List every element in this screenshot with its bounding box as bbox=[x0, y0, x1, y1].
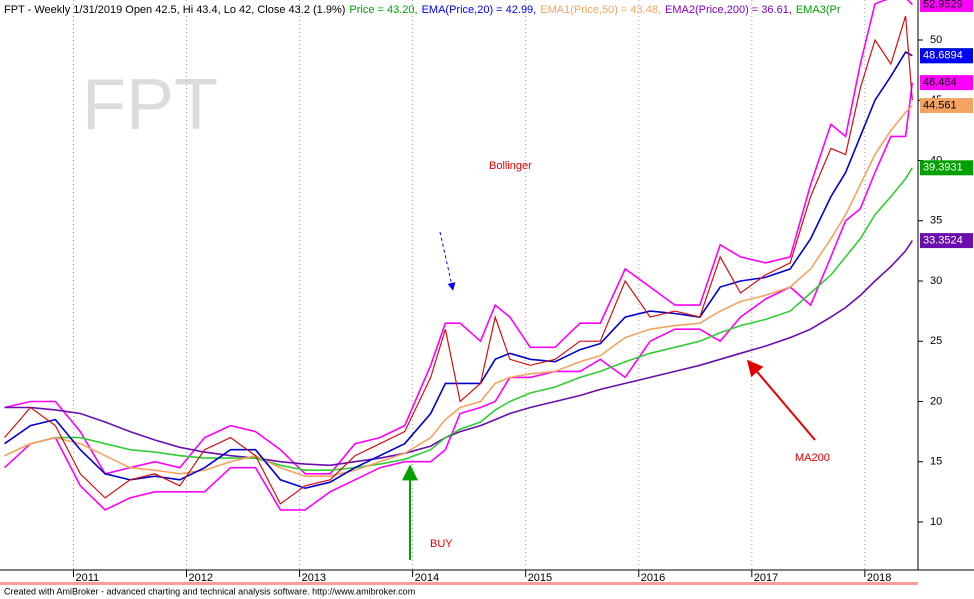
value-marker-label: 44.561 bbox=[923, 99, 957, 111]
value-marker-label: 48.6894 bbox=[923, 50, 963, 62]
header-segment: Price = 43.20, bbox=[349, 4, 417, 16]
watermark: FPT bbox=[82, 65, 218, 145]
x-tick-label: 2012 bbox=[189, 572, 213, 584]
y-tick-label: 15 bbox=[930, 456, 942, 468]
x-tick-label: 2013 bbox=[302, 572, 326, 584]
value-marker bbox=[920, 98, 973, 114]
header-segment: EMA2(Price,200) = 36.61, bbox=[665, 4, 792, 16]
value-marker-label: 39.3931 bbox=[923, 162, 963, 174]
x-tick-label: 2018 bbox=[867, 572, 891, 584]
annotation: Bollinger bbox=[489, 160, 532, 172]
x-tick-label: 2015 bbox=[528, 572, 552, 584]
x-tick-label: 2016 bbox=[641, 572, 665, 584]
value-marker bbox=[920, 233, 973, 249]
bottom-strip bbox=[0, 582, 918, 585]
x-tick-label: 2014 bbox=[415, 572, 439, 584]
series-line bbox=[4, 167, 913, 471]
value-marker bbox=[920, 160, 973, 176]
value-marker bbox=[920, 75, 973, 91]
value-marker bbox=[920, 0, 973, 12]
x-tick-label: 2011 bbox=[75, 572, 99, 584]
y-tick-label: 25 bbox=[930, 335, 942, 347]
series-line bbox=[4, 105, 913, 477]
y-tick-label: 35 bbox=[930, 215, 942, 227]
value-marker bbox=[920, 48, 973, 64]
footer: Created with AmiBroker - advanced charti… bbox=[4, 586, 415, 596]
y-tick-label: 30 bbox=[930, 275, 942, 287]
y-tick-label: 50 bbox=[930, 34, 942, 46]
value-marker-label: 46.464 bbox=[923, 77, 957, 89]
bollinger-arrow bbox=[439, 231, 456, 291]
plot-area bbox=[3, 0, 914, 570]
value-marker-label: 52.9529 bbox=[923, 0, 963, 10]
x-tick-label: 2017 bbox=[754, 572, 778, 584]
series-line bbox=[4, 51, 913, 490]
header-segment: FPT - Weekly 1/31/2019 Open 42.5, Hi 43.… bbox=[4, 4, 345, 16]
series-line bbox=[3, 82, 914, 511]
value-marker-label: 33.3524 bbox=[923, 234, 963, 246]
header-segment: EMA1(Price,50) = 43.48, bbox=[540, 4, 661, 16]
annotation: BUY bbox=[430, 538, 453, 550]
header: FPT - Weekly 1/31/2019 Open 42.5, Hi 43.… bbox=[4, 4, 841, 16]
series-line bbox=[4, 0, 913, 475]
ma200-arrow bbox=[746, 359, 816, 441]
series-line bbox=[4, 15, 913, 505]
annotation: MA200 bbox=[795, 452, 830, 464]
y-tick-label: 20 bbox=[930, 395, 942, 407]
header-segment: EMA(Price,20) = 42.99, bbox=[422, 4, 537, 16]
series-line bbox=[4, 240, 913, 467]
y-tick-label: 10 bbox=[930, 516, 942, 528]
header-segment: EMA3(Pr bbox=[796, 4, 841, 16]
